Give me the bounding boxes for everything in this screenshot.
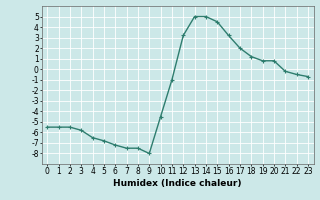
X-axis label: Humidex (Indice chaleur): Humidex (Indice chaleur) <box>113 179 242 188</box>
